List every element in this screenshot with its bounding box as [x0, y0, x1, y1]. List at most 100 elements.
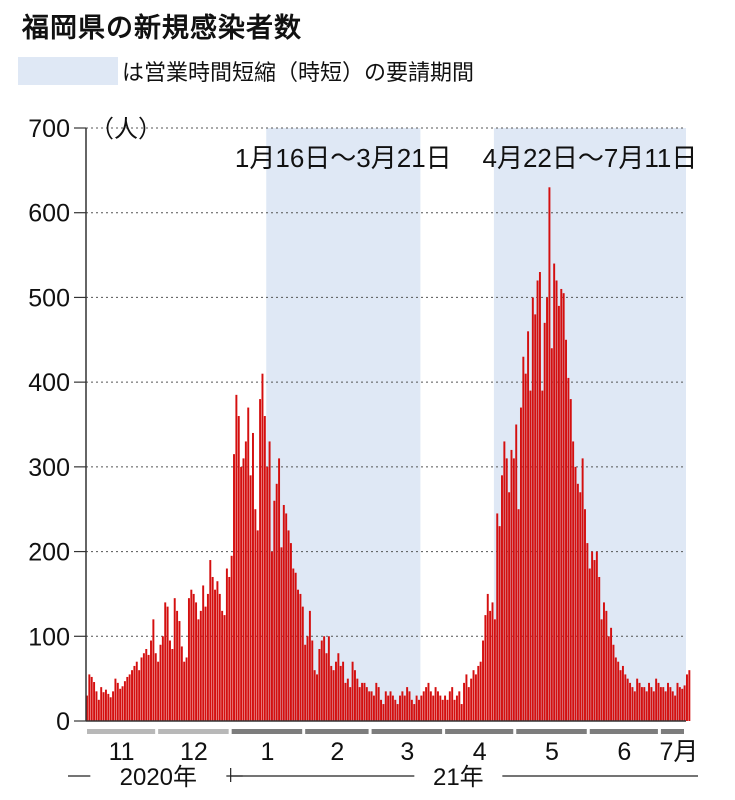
- bar: [512, 458, 515, 721]
- bar: [145, 648, 148, 721]
- bar: [273, 500, 276, 721]
- bar: [270, 551, 273, 721]
- bar: [218, 593, 221, 721]
- bar: [657, 682, 660, 721]
- bar: [346, 678, 349, 721]
- bar: [157, 661, 160, 721]
- bar: [432, 695, 435, 721]
- bar: [197, 619, 200, 721]
- bar: [463, 682, 466, 721]
- bar: [254, 509, 257, 721]
- bar: [192, 593, 195, 721]
- y-tick-label-0: 0: [56, 708, 70, 736]
- bar: [164, 602, 167, 721]
- bar: [313, 670, 316, 721]
- month-label-8: 6: [617, 738, 631, 766]
- bar: [631, 687, 634, 721]
- bar: [247, 407, 250, 721]
- bar: [441, 699, 444, 721]
- bar: [233, 454, 235, 721]
- bar: [662, 687, 665, 721]
- bar: [484, 615, 487, 721]
- bar: [678, 687, 681, 721]
- bar: [316, 674, 318, 721]
- bar: [607, 636, 610, 721]
- bar: [591, 551, 594, 721]
- bar: [88, 674, 91, 721]
- bar: [370, 691, 373, 721]
- month-label-4: 2: [330, 738, 344, 766]
- bar: [242, 458, 245, 721]
- bar: [643, 687, 646, 721]
- bar: [330, 665, 333, 721]
- bar: [633, 691, 636, 721]
- bar: [152, 619, 155, 721]
- bar: [569, 399, 572, 721]
- bar: [335, 661, 337, 721]
- bar: [121, 686, 124, 721]
- bar: [605, 610, 608, 721]
- bar: [636, 678, 639, 721]
- month-band-1: [87, 729, 156, 734]
- bar: [323, 636, 326, 721]
- bar: [180, 646, 183, 721]
- month-band-8: [589, 729, 658, 734]
- bar: [659, 687, 662, 721]
- bar: [515, 424, 518, 721]
- bar: [517, 509, 520, 721]
- bar: [337, 653, 340, 721]
- bar: [339, 665, 342, 721]
- bar: [185, 657, 188, 721]
- bar: [126, 676, 129, 721]
- bar: [166, 606, 169, 721]
- bar: [538, 272, 541, 721]
- bar: [282, 504, 285, 721]
- bars: [86, 187, 691, 722]
- bar: [225, 568, 228, 721]
- bar: [228, 576, 231, 721]
- bar: [505, 458, 508, 721]
- bar: [527, 331, 530, 721]
- bar: [519, 407, 522, 721]
- bar: [389, 691, 392, 721]
- bar: [351, 661, 354, 721]
- bar: [90, 676, 93, 721]
- bar: [112, 691, 115, 721]
- bar: [268, 441, 271, 721]
- bar: [202, 585, 205, 721]
- bar: [375, 682, 378, 721]
- bar: [154, 653, 157, 721]
- bar: [249, 475, 252, 721]
- bar: [356, 678, 359, 721]
- bar: [550, 348, 553, 721]
- bar: [138, 670, 141, 721]
- bar: [308, 610, 311, 721]
- bar: [263, 416, 266, 721]
- legend-text: は営業時間短縮（時短）の要請期間: [122, 61, 475, 86]
- bar: [621, 665, 624, 721]
- bar: [472, 670, 475, 721]
- bar: [427, 682, 430, 721]
- bar: [555, 280, 558, 721]
- bar: [361, 682, 364, 721]
- bar: [344, 682, 347, 721]
- bar: [209, 560, 212, 721]
- month-band-6: [445, 729, 514, 734]
- bar: [382, 704, 385, 721]
- gridlines: [86, 127, 686, 637]
- bar: [602, 602, 605, 721]
- bar: [610, 627, 613, 721]
- bar: [183, 661, 186, 721]
- bar: [655, 678, 658, 721]
- bar: [384, 691, 387, 721]
- shaded-period-1: [266, 128, 421, 721]
- bar: [349, 687, 352, 721]
- bar: [380, 699, 383, 721]
- month-label-6: 4: [473, 738, 487, 766]
- bar: [619, 670, 622, 721]
- bar: [453, 699, 456, 721]
- month-label-9: 7月: [660, 738, 699, 766]
- bar: [199, 610, 202, 721]
- y-tick-label-500: 500: [28, 284, 70, 312]
- month-label-3: 1: [260, 738, 274, 766]
